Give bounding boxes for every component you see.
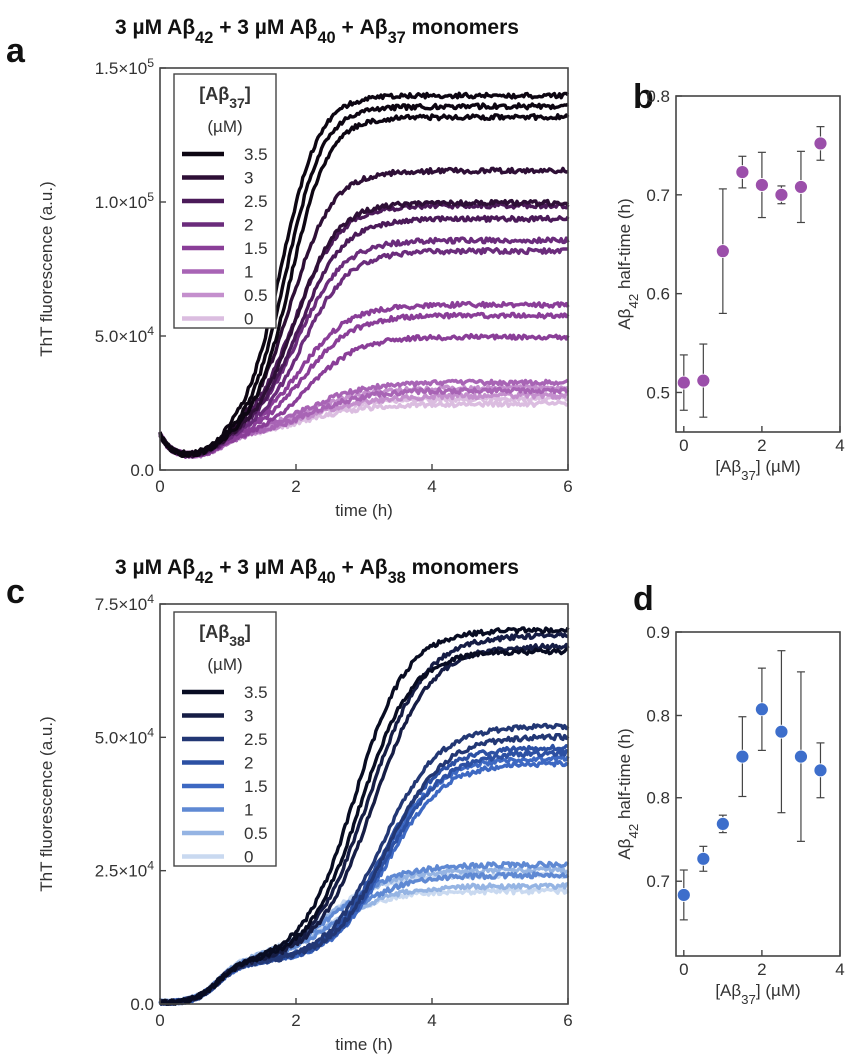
series-lines xyxy=(158,91,570,459)
y-tick-label: 5.0×104 xyxy=(95,725,154,747)
legend-entry: 1.5 xyxy=(244,239,268,258)
legend-entry: 2 xyxy=(244,754,253,773)
x-tick-label: 2 xyxy=(291,1011,300,1030)
legend: [Aβ37] (µM)3.5 3 2.5 2 1.5 1 0.5 0 xyxy=(173,73,277,329)
y-tick-label: 5.0×104 xyxy=(95,324,154,346)
x-tick-label: 4 xyxy=(835,960,844,979)
data-point xyxy=(755,702,769,717)
chart-d: 0 2 4 0.7 0.8 0.8 0.9 [Aβ37] (µM) Aβ42 half-time… xyxy=(615,623,845,1007)
x-axis-label: time (h) xyxy=(335,501,393,520)
data-point xyxy=(676,375,691,390)
series-line-3-5 xyxy=(158,112,570,458)
data-point xyxy=(676,888,691,902)
plot-frame xyxy=(675,631,841,957)
series-line-2 xyxy=(158,246,569,459)
y-axis-label: Aβ42 half-time (h) xyxy=(615,728,641,859)
y-tick-label: 0.8 xyxy=(646,87,670,106)
y-axis-label: ThT fluorescence (a.u.) xyxy=(37,716,56,891)
data-point xyxy=(774,724,789,739)
legend-entry: 3.5 xyxy=(244,683,268,702)
data-point xyxy=(735,165,750,179)
legend-entry: 0 xyxy=(244,848,253,867)
y-tick-label: 1.5×105 xyxy=(95,56,154,78)
x-tick-label: 4 xyxy=(427,477,436,496)
chart-b: 0 2 4 0.5 0.6 0.7 0.8 [Aβ37] (µM) Aβ42 half-time… xyxy=(615,87,845,483)
legend-title: [Aβ38] xyxy=(199,622,251,649)
x-tick-label: 2 xyxy=(291,477,300,496)
legend-entry: 2 xyxy=(244,216,253,235)
y-tick-label: 0.8 xyxy=(646,789,670,808)
data-point xyxy=(813,763,828,778)
chart-title: 3 µM Aβ42 + 3 µM Aβ40 + Aβ37 monomers xyxy=(115,16,519,47)
legend-unit: (µM) xyxy=(207,655,242,674)
y-tick-label: 0.9 xyxy=(646,623,670,642)
legend-entry: 1 xyxy=(244,801,253,820)
y-tick-label: 1.0×105 xyxy=(95,190,154,212)
chart-a: 3 µM Aβ42 + 3 µM Aβ40 + Aβ37 monomers 0 2 4… xyxy=(37,16,573,520)
legend-entry: 0.5 xyxy=(244,824,268,843)
x-tick-label: 6 xyxy=(563,477,572,496)
y-tick-label: 7.5×104 xyxy=(95,592,154,614)
y-tick-label: 0.0 xyxy=(130,461,154,480)
plot-frame xyxy=(159,67,569,471)
y-tick-label: 0.7 xyxy=(646,872,670,891)
data-point xyxy=(755,178,769,192)
legend-entry: 2.5 xyxy=(244,730,268,749)
data-point xyxy=(696,851,711,866)
x-tick-label: 4 xyxy=(427,1011,436,1030)
data-point xyxy=(715,244,730,259)
series-line-3-5 xyxy=(158,91,570,457)
data-point xyxy=(813,136,828,151)
plot-frame xyxy=(675,95,841,433)
y-axis-label: Aβ42 half-time (h) xyxy=(615,198,641,329)
panel-label-a: a xyxy=(6,32,26,70)
x-tick-label: 0 xyxy=(155,477,164,496)
legend-entry: 3 xyxy=(244,707,253,726)
legend-entry: 2.5 xyxy=(244,192,268,211)
x-tick-label: 0 xyxy=(679,436,688,455)
data-point xyxy=(735,749,750,764)
data-point xyxy=(794,180,808,194)
plot-frame xyxy=(159,603,569,1005)
legend-entry: 0.5 xyxy=(244,286,268,305)
x-tick-label: 2 xyxy=(757,436,766,455)
series-line-3-5 xyxy=(159,647,568,1006)
panel-label-c: c xyxy=(6,573,25,611)
series-lines xyxy=(158,626,570,1006)
data-point xyxy=(696,373,711,388)
data-point xyxy=(715,817,730,831)
legend-title: [Aβ37] xyxy=(199,84,251,111)
legend: [Aβ38] (µM)3.5 3 2.5 2 1.5 1 0.5 0 xyxy=(173,611,277,867)
legend-unit: (µM) xyxy=(207,117,242,136)
legend-entry: 3 xyxy=(244,169,253,188)
chart-c: 3 µM Aβ42 + 3 µM Aβ40 + Aβ38 monomers 0 2 4… xyxy=(37,556,573,1054)
legend-entry: 1.5 xyxy=(244,777,268,796)
data-point xyxy=(794,749,808,764)
panel-label-d: d xyxy=(633,580,654,618)
x-tick-label: 4 xyxy=(835,436,844,455)
x-axis-label: [Aβ37] (µM) xyxy=(715,457,800,483)
panel-label-b: b xyxy=(633,78,654,116)
y-tick-label: 0.0 xyxy=(130,995,154,1014)
legend-entry: 1 xyxy=(244,263,253,282)
x-tick-label: 6 xyxy=(563,1011,572,1030)
x-axis-label: [Aβ37] (µM) xyxy=(715,981,800,1007)
chart-title: 3 µM Aβ42 + 3 µM Aβ40 + Aβ38 monomers xyxy=(115,556,519,587)
x-axis-label: time (h) xyxy=(335,1035,393,1054)
y-tick-label: 2.5×104 xyxy=(95,859,154,881)
x-tick-label: 0 xyxy=(155,1011,164,1030)
x-tick-label: 0 xyxy=(679,960,688,979)
legend-entry: 0 xyxy=(244,310,253,329)
data-point xyxy=(774,187,789,202)
legend-entry: 3.5 xyxy=(244,145,268,164)
y-tick-label: 0.6 xyxy=(646,285,670,304)
x-tick-label: 2 xyxy=(757,960,766,979)
y-tick-label: 0.5 xyxy=(646,383,670,402)
y-tick-label: 0.7 xyxy=(646,186,670,205)
y-tick-label: 0.8 xyxy=(646,706,670,725)
y-axis-label: ThT fluorescence (a.u.) xyxy=(37,181,56,356)
